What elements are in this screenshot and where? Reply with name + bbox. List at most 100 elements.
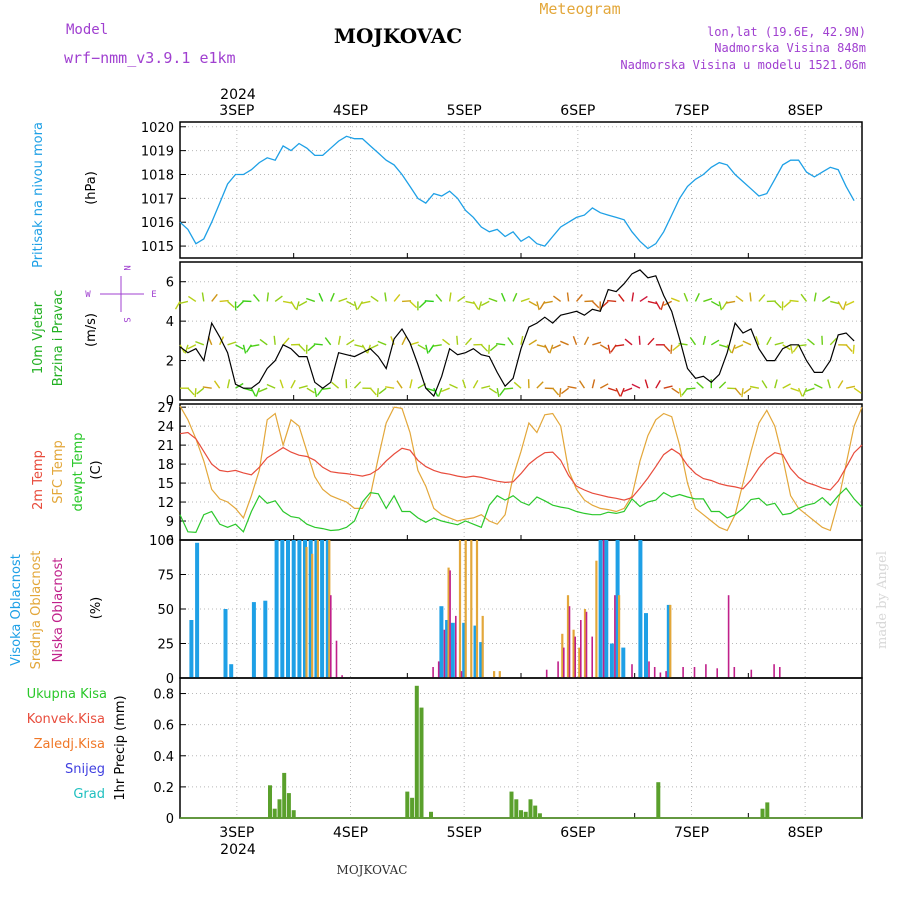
wind-arrow — [324, 337, 332, 346]
wind-arrow — [549, 344, 554, 354]
wind-arrow — [599, 344, 609, 351]
mid-cloud-bar — [572, 629, 575, 678]
wind-arrow — [560, 340, 569, 346]
wind-arrow — [543, 300, 553, 304]
high-cloud-bar — [604, 540, 609, 678]
high-cloud-bar — [229, 664, 234, 678]
wind-arrow — [354, 344, 364, 348]
wind-arrow — [647, 300, 657, 305]
wind-arrow — [552, 387, 560, 396]
high-cloud-bar — [644, 613, 648, 678]
y-tick-label: 1015 — [141, 240, 174, 255]
wind-arrow — [660, 301, 665, 311]
wind-arrow — [655, 380, 661, 389]
wind-arrow — [618, 293, 625, 302]
panel-frame — [179, 121, 863, 259]
wind-arrow — [500, 292, 506, 302]
wind-arrow — [749, 292, 752, 302]
wind-arrow — [425, 344, 429, 354]
high-cloud-bar — [189, 620, 194, 678]
low-cloud-bar — [591, 636, 593, 678]
wind-arrow — [689, 336, 697, 346]
wind-arrow — [703, 297, 713, 303]
wind-arrow — [488, 387, 498, 394]
dewpoint-line — [179, 487, 863, 534]
wind-arrow — [731, 344, 736, 354]
lonlat-label: lon,lat (19.6E, 42.9N) — [707, 25, 866, 39]
wind-arrow — [282, 337, 290, 346]
wind-arrow — [821, 295, 831, 303]
precip-bar — [405, 791, 410, 818]
wind-arrow — [290, 301, 297, 310]
model-label: Model — [66, 22, 108, 38]
wind-arrow — [456, 335, 459, 345]
wind-arrow — [783, 300, 792, 308]
low-cloud-bar — [580, 620, 582, 678]
precip-bar — [414, 685, 419, 818]
mid-cloud-bar — [595, 560, 598, 678]
wind-arrow — [417, 344, 427, 350]
wind-arrow — [520, 335, 524, 345]
low-cloud-bar — [773, 664, 775, 678]
wind-arrow — [330, 292, 335, 302]
y-tick-label: 4 — [166, 315, 174, 330]
mid-cloud-bar — [305, 546, 308, 678]
wind-arrow — [805, 387, 815, 392]
wind-arrow — [620, 387, 625, 397]
high-cloud-bar — [251, 602, 256, 678]
wind-arrow — [211, 293, 218, 302]
wind-arrow — [401, 336, 407, 346]
bottom-day-label: 7SEP — [674, 825, 709, 841]
wind-arrow — [401, 300, 412, 303]
low-cloud-bar — [335, 640, 338, 678]
bottom-day-label: 6SEP — [560, 825, 595, 841]
wind-arrow — [480, 300, 490, 307]
wind-arrow — [184, 344, 189, 354]
y-tick-label: 6 — [166, 276, 174, 291]
wind-arrow — [734, 387, 742, 396]
wind-arrow — [295, 301, 300, 311]
low-cloud-bar — [705, 664, 707, 678]
wind-arrow — [726, 344, 732, 354]
wind-arrow — [432, 344, 442, 347]
wind-arrow — [544, 344, 550, 354]
mid-cloud-bar — [493, 671, 496, 678]
mid-cloud-bar — [311, 553, 314, 678]
wind-arrow — [743, 387, 752, 395]
wind-arrow — [462, 379, 467, 389]
temp2m-axis-title: 2m Temp — [31, 450, 46, 510]
wind-arrow — [782, 383, 791, 389]
top-day-labels: 3SEP 4SEP 5SEP 6SEP 7SEP 8SEP — [219, 103, 822, 119]
mid-cloud-bar — [328, 540, 331, 678]
low-cloud-bar — [574, 636, 576, 678]
wind-arrow — [678, 342, 688, 346]
wind-arrow — [789, 299, 799, 303]
wind-arrow — [396, 380, 403, 389]
wind-arrow — [213, 380, 221, 389]
wind-arrow — [608, 387, 618, 392]
high-cloud-bar — [621, 647, 626, 678]
low-cloud-bar — [693, 667, 696, 678]
precip-panel: 0 0.2 0.4 0.6 0.8 — [153, 677, 863, 827]
wind-arrow — [390, 336, 395, 346]
bottom-day-label: 8SEP — [788, 825, 823, 841]
wind-arrow — [813, 383, 823, 389]
wind-arrow — [615, 387, 621, 397]
wind-arrow — [578, 380, 586, 389]
high-cloud-bar — [308, 540, 313, 678]
mid-cloud-bar — [566, 595, 570, 678]
mid-cloud-bar — [618, 595, 621, 678]
wind-arrow — [583, 336, 590, 346]
y-tick-label: 0.6 — [153, 719, 174, 734]
wind-arrow — [236, 300, 244, 309]
pressure-unit: (hPa) — [84, 171, 99, 205]
wind-arrow — [195, 340, 205, 346]
wind-arrow — [644, 379, 649, 389]
y-tick-label: 1020 — [141, 121, 174, 136]
precip-bar — [286, 793, 291, 818]
precip-bar — [509, 791, 514, 818]
high-cloud-bar — [615, 540, 620, 678]
year-label-top: 2024 — [220, 87, 256, 103]
precip-legend: Ukupna Kisa Konvek.Kisa Zaledj.Kisa Snij… — [27, 687, 107, 802]
